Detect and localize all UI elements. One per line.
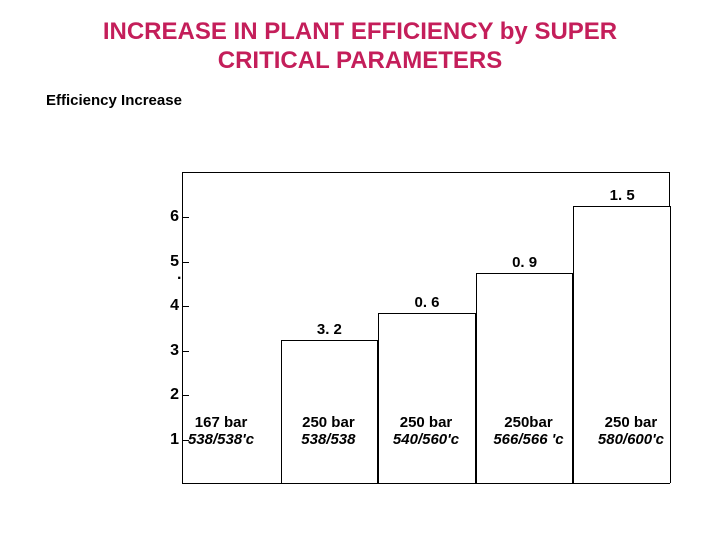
bar bbox=[476, 273, 574, 482]
x-label-line2: 538/538'c bbox=[188, 431, 254, 448]
bar-value-label: 0. 6 bbox=[414, 294, 439, 311]
x-label-line2: 538/538 bbox=[301, 431, 355, 448]
x-label-line2: 540/560'c bbox=[393, 431, 459, 448]
x-label-line1: 250bar bbox=[493, 414, 563, 431]
bar bbox=[281, 340, 379, 483]
bar bbox=[378, 313, 476, 482]
stray-dot: . bbox=[177, 266, 181, 284]
y-tick: 5 bbox=[159, 253, 179, 271]
x-label-line2: 566/566 'c bbox=[493, 431, 563, 448]
y-tick: 3 bbox=[159, 342, 179, 360]
y-tick: 6 bbox=[159, 208, 179, 226]
title-line-1: INCREASE IN PLANT EFFICIENCY by SUPER bbox=[0, 18, 720, 47]
y-tick: 4 bbox=[159, 297, 179, 315]
bar-value-label: 1. 5 bbox=[610, 187, 635, 204]
y-tick: 2 bbox=[159, 386, 179, 404]
x-category-label: 250 bar580/600'c bbox=[598, 414, 664, 449]
y-axis-label: Efficiency Increase bbox=[46, 92, 182, 109]
x-label-line1: 250 bar bbox=[598, 414, 664, 431]
x-category-label: 250 bar540/560'c bbox=[393, 414, 459, 449]
x-category-label: 250 bar538/538 bbox=[301, 414, 355, 449]
chart-title: INCREASE IN PLANT EFFICIENCY by SUPER CR… bbox=[0, 0, 720, 76]
bar-value-label: 3. 2 bbox=[317, 321, 342, 338]
x-label-line1: 250 bar bbox=[301, 414, 355, 431]
bar-value-label: 0. 9 bbox=[512, 254, 537, 271]
title-line-2: CRITICAL PARAMETERS bbox=[0, 47, 720, 76]
x-category-label: 167 bar538/538'c bbox=[188, 414, 254, 449]
x-category-label: 250bar566/566 'c bbox=[493, 414, 563, 449]
x-label-line1: 250 bar bbox=[393, 414, 459, 431]
x-label-line1: 167 bar bbox=[188, 414, 254, 431]
x-label-line2: 580/600'c bbox=[598, 431, 664, 448]
y-tick: 1 bbox=[159, 431, 179, 449]
